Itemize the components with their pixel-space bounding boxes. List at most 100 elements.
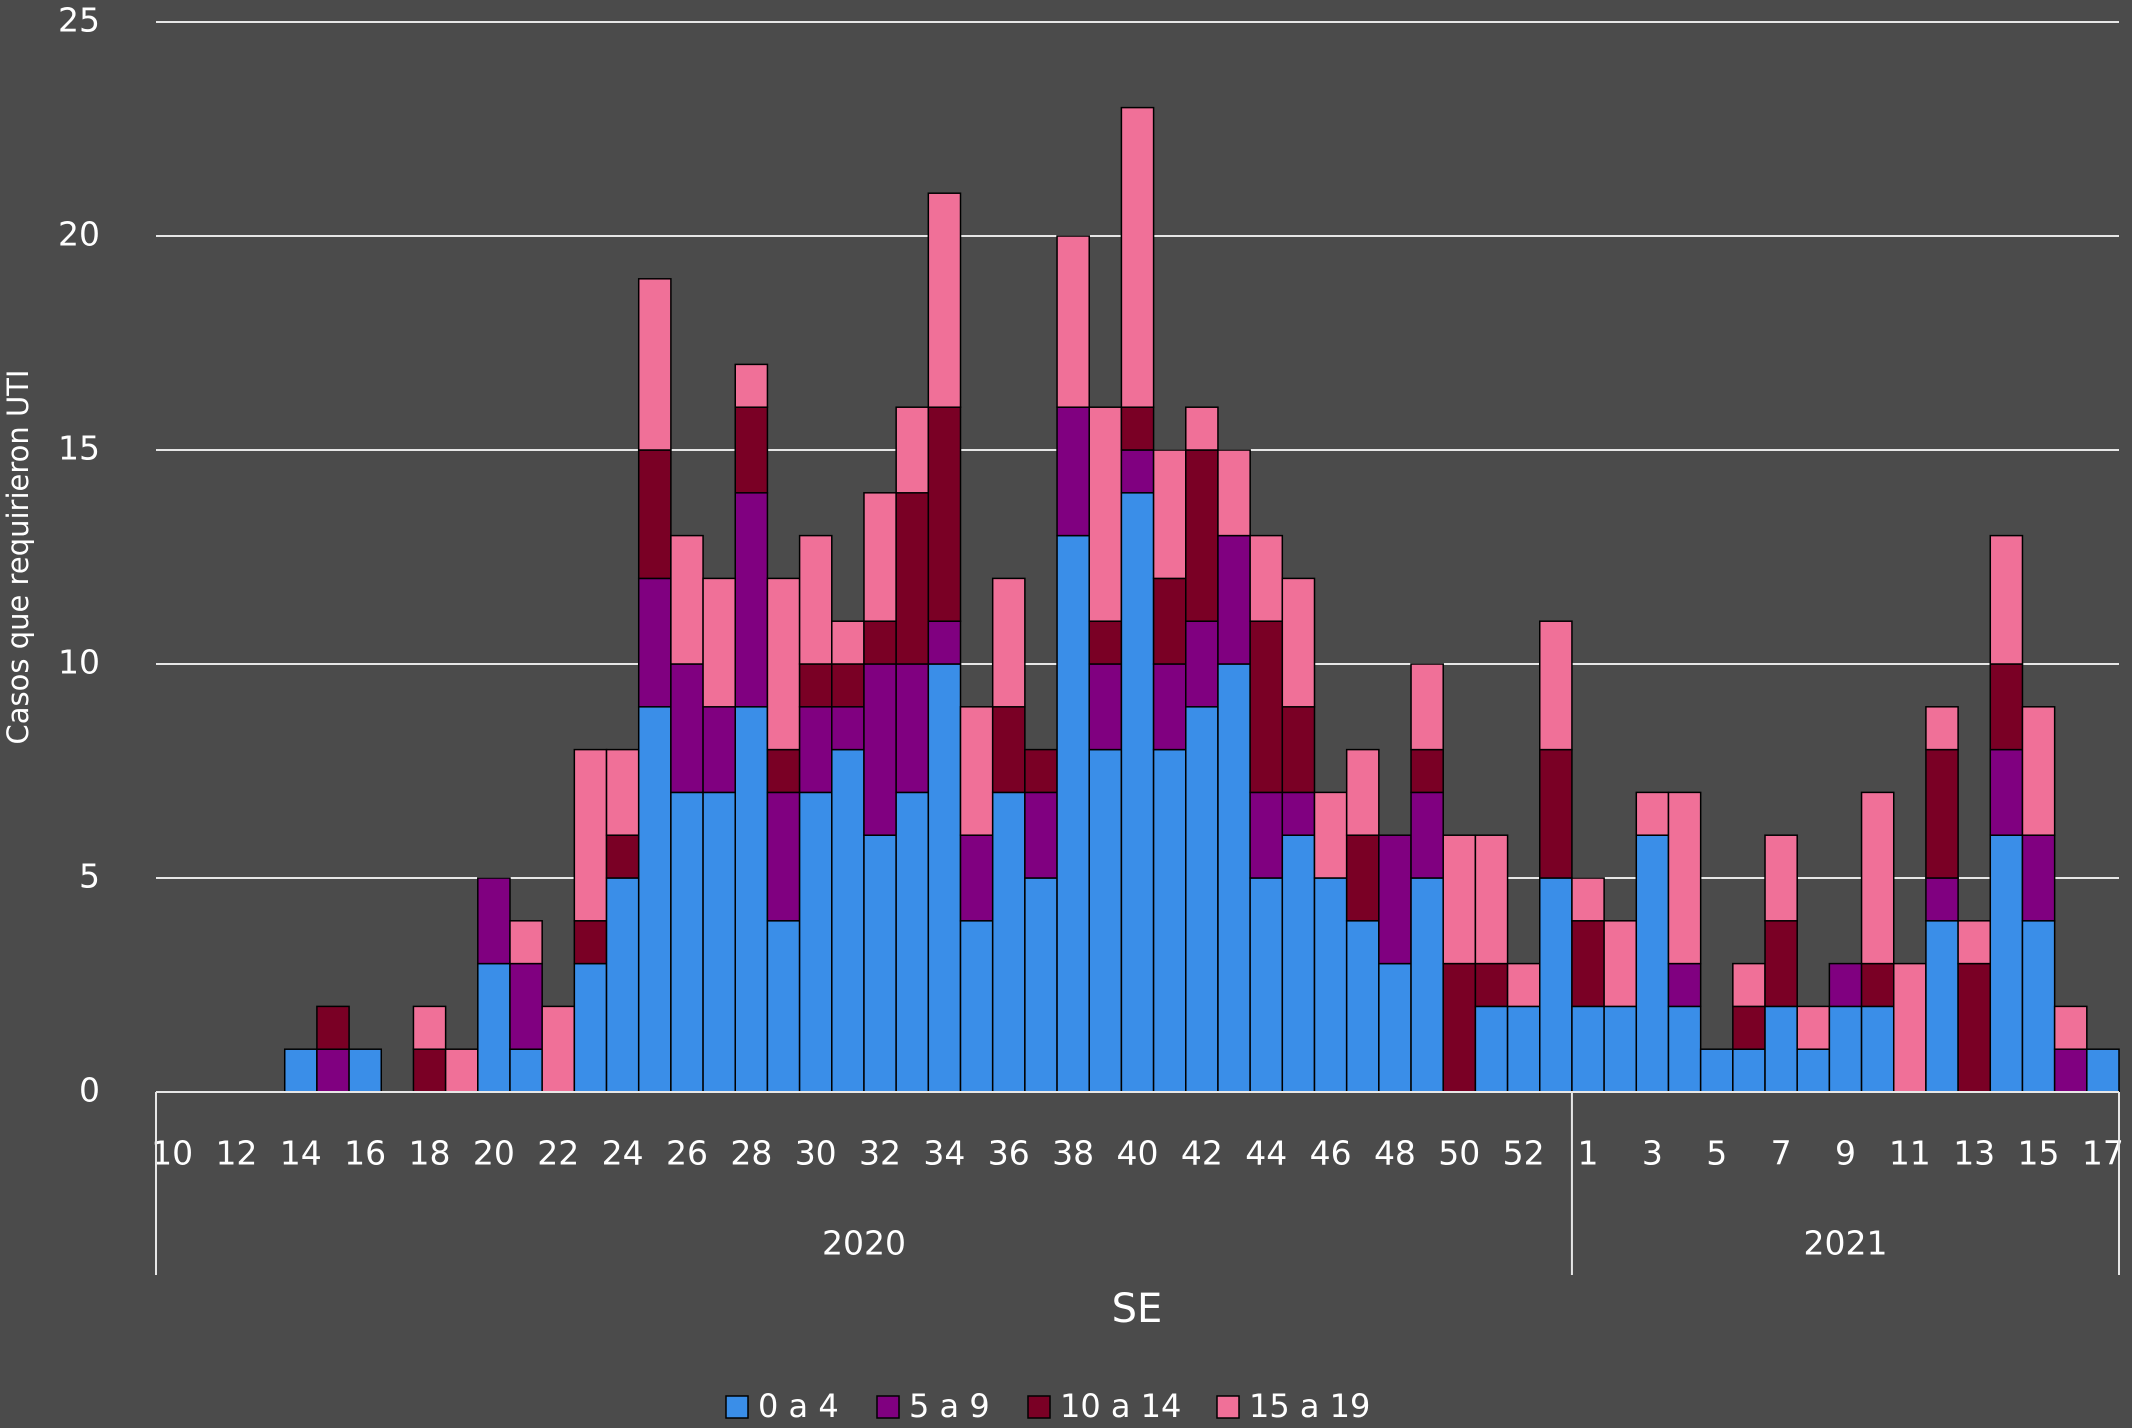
bar-segment <box>637 449 672 580</box>
bar-segment <box>831 620 865 665</box>
legend-label: 15 a 19 <box>1249 1387 1370 1425</box>
bar-segment <box>766 791 801 922</box>
bar-segment <box>1892 962 1927 1093</box>
bar-segment <box>316 1005 350 1050</box>
bar-segment <box>1152 663 1187 751</box>
y-tick-label: 0 <box>79 1071 100 1110</box>
bar-segment <box>798 534 833 665</box>
bar-segment <box>1699 1048 1734 1093</box>
bar-segment <box>1957 962 1992 1093</box>
x-tick-label: 17 <box>2082 1134 2124 1173</box>
bar-segment <box>1313 791 1348 879</box>
x-tick-label: 48 <box>1374 1134 1416 1173</box>
bar-segment <box>1796 1048 1831 1093</box>
bar-segment <box>1249 791 1284 879</box>
bar-segment <box>1378 962 1412 1093</box>
bar-segment <box>1281 834 1316 1093</box>
bar-segment <box>1152 748 1187 1093</box>
bar-segment <box>734 406 769 494</box>
bar-segment <box>1989 663 2024 751</box>
bar-segment <box>702 577 736 708</box>
bar-segment <box>1860 791 1895 965</box>
bar-segment <box>1378 834 1412 965</box>
bar-segment <box>1281 706 1316 794</box>
bar-segment <box>2021 920 2056 1093</box>
legend-swatch <box>1027 1395 1051 1419</box>
x-tick-label: 26 <box>666 1134 708 1173</box>
bar-segment <box>1764 834 1798 922</box>
y-tick-label: 20 <box>58 215 100 254</box>
bar-segment <box>1185 406 1219 451</box>
bar-segment <box>1088 406 1123 622</box>
bar-segment <box>1345 920 1380 1093</box>
legend-swatch <box>725 1395 749 1419</box>
bar-segment <box>670 791 704 1093</box>
bar-segment <box>1989 748 2024 836</box>
bar-segment <box>1539 748 1573 879</box>
bar-segment <box>1281 791 1316 836</box>
bar-segment <box>1828 962 1863 1008</box>
x-tick-label: 10 <box>151 1134 193 1173</box>
bar-segment <box>1217 534 1251 665</box>
bar-segment <box>831 663 865 708</box>
bar-segment <box>637 577 672 708</box>
bar-segment <box>2086 1048 2120 1093</box>
bar-segment <box>1281 577 1316 708</box>
bar-segment <box>702 706 736 794</box>
bar-segment <box>1056 235 1090 408</box>
bar-segment <box>1925 877 1959 922</box>
bar-segment <box>412 1048 447 1093</box>
bar-segment <box>1474 834 1509 965</box>
bar-segment <box>1442 962 1477 1093</box>
bar-segment <box>1056 406 1090 537</box>
bar-segment <box>1506 1005 1541 1093</box>
bar-segment <box>991 791 1026 1093</box>
x-tick-label: 11 <box>1889 1134 1931 1173</box>
bar-segment <box>1120 106 1155 408</box>
x-tick-label: 30 <box>795 1134 837 1173</box>
bar-segment <box>1217 449 1251 537</box>
bar-segment <box>670 663 704 794</box>
bar-segment <box>1313 877 1348 1093</box>
bar-segment <box>1506 962 1541 1008</box>
bar-segment <box>863 492 897 622</box>
bar-segment <box>895 406 930 494</box>
bar-segment <box>863 620 897 665</box>
bar-segment <box>927 406 962 622</box>
bar-segment <box>1024 791 1058 879</box>
bar-segment <box>444 1048 479 1093</box>
x-tick-label: 22 <box>537 1134 579 1173</box>
bar-segment <box>959 834 994 922</box>
legend-label: 5 a 9 <box>909 1387 990 1425</box>
bar-segment <box>798 791 833 1093</box>
bar-segment <box>959 706 994 836</box>
bar-segment <box>863 834 897 1093</box>
bar-segment <box>1571 920 1605 1008</box>
bar-segment <box>1410 748 1444 794</box>
bar-segment <box>831 706 865 751</box>
bar-segment <box>2053 1005 2088 1050</box>
bar-segment <box>734 363 769 408</box>
legend-label: 10 a 14 <box>1060 1387 1181 1425</box>
bar-segment <box>509 1048 543 1093</box>
x-tick-label: 15 <box>2018 1134 2060 1173</box>
x-tick-label: 24 <box>602 1134 644 1173</box>
bar-segment <box>1539 877 1573 1093</box>
x-tick-label: 3 <box>1642 1134 1663 1173</box>
bar-segment <box>1249 877 1284 1093</box>
x-tick-label: 32 <box>859 1134 901 1173</box>
y-tick-label: 15 <box>58 429 100 468</box>
bar-segment <box>766 748 801 794</box>
x-tick-label: 50 <box>1438 1134 1480 1173</box>
bar-segment <box>991 706 1026 794</box>
bar-segment <box>1635 791 1670 836</box>
bar-segment <box>734 706 769 1093</box>
x-tick-label: 7 <box>1771 1134 1792 1173</box>
bar-segment <box>959 920 994 1093</box>
bar-segment <box>1152 577 1187 665</box>
bar-segment <box>1796 1005 1831 1050</box>
bar-segment <box>316 1048 350 1093</box>
bar-segment <box>412 1005 447 1050</box>
bar-segment <box>1410 791 1444 879</box>
bar-segment <box>702 791 736 1093</box>
